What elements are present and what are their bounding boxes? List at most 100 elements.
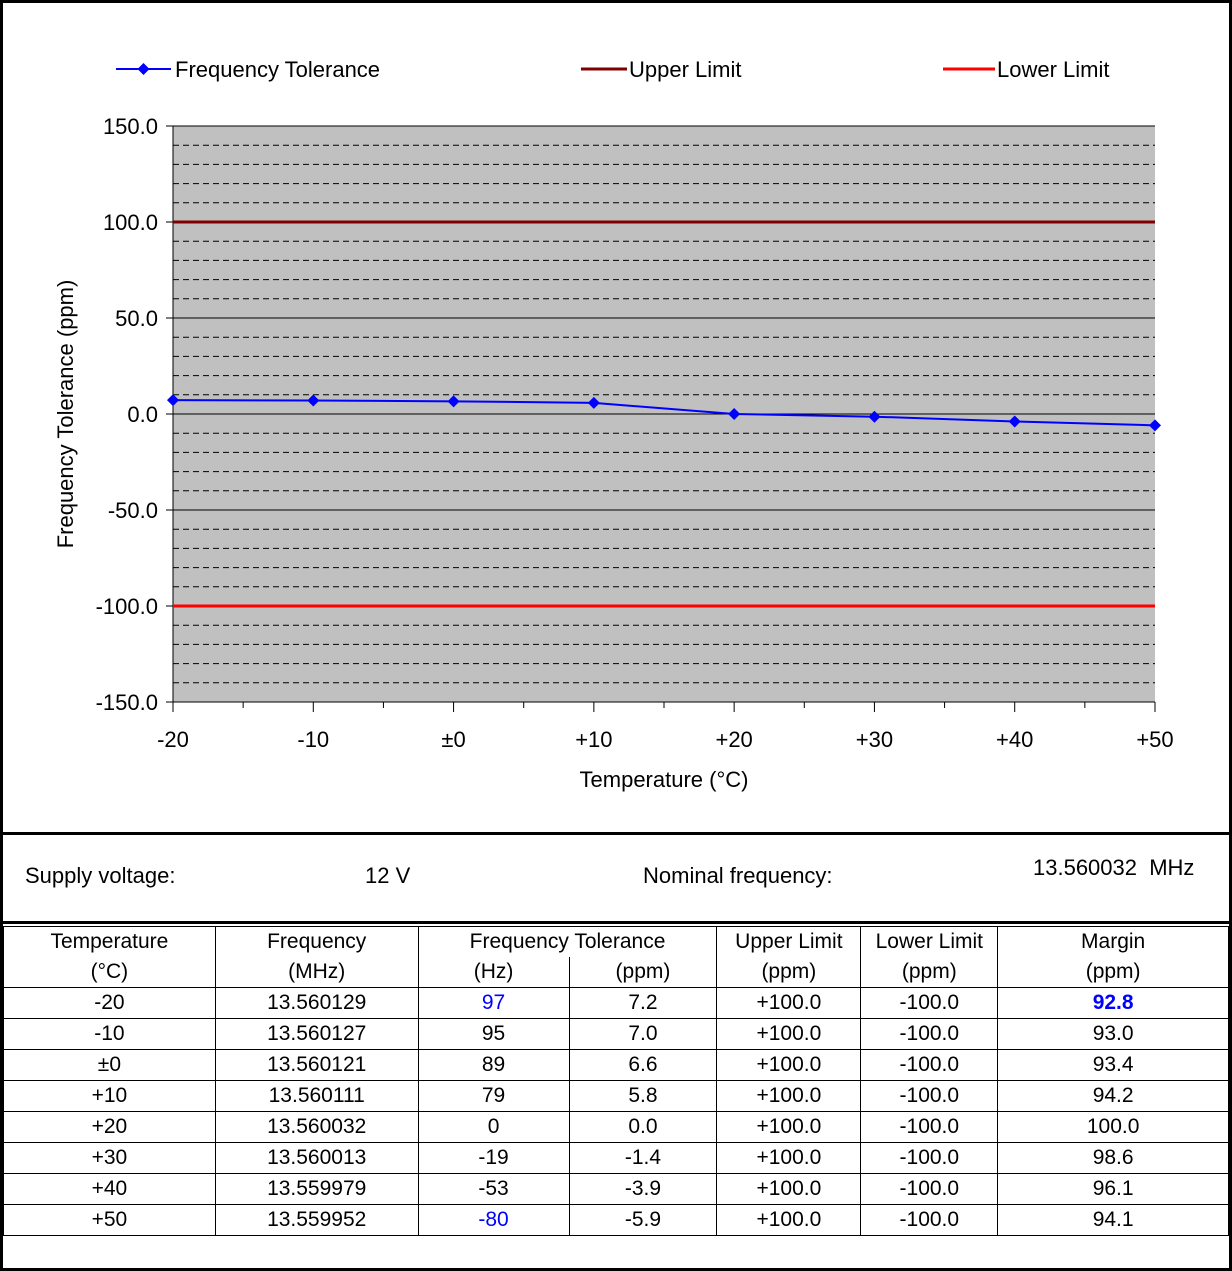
data-point-marker	[868, 410, 881, 423]
y-tick-label: 50.0	[115, 306, 158, 331]
cell-tolerance-hz: 95	[417, 1018, 570, 1050]
cell-lower-limit: -100.0	[860, 1111, 999, 1143]
legend-frequency-tolerance: Frequency Tolerance	[116, 57, 380, 82]
cell-tolerance-ppm: 7.0	[568, 1018, 718, 1050]
data-point-marker	[447, 395, 460, 408]
cell-upper-limit: +100.0	[716, 987, 862, 1019]
col-header-margin: Margin	[997, 926, 1229, 957]
data-point-marker	[1149, 419, 1161, 432]
cell-lower-limit: -100.0	[860, 1080, 999, 1112]
table-row: +50 13.559952 -80 -5.9 +100.0 -100.0 94.1	[3, 1204, 1229, 1236]
cell-margin: 96.1	[997, 1173, 1229, 1205]
supply-voltage-value: 12 V	[365, 863, 411, 888]
legend-label: Frequency Tolerance	[175, 57, 380, 82]
cell-frequency: 13.559979	[214, 1173, 419, 1205]
cell-temperature: +30	[3, 1142, 216, 1174]
x-tick-label: ±0	[441, 727, 465, 752]
unit-temperature: (°C)	[3, 957, 216, 988]
chart-legend: Frequency Tolerance Upper Limit Lower Limi…	[116, 57, 1109, 82]
cell-tolerance-ppm: -1.4	[568, 1142, 718, 1174]
unit-tolerance-ppm: (ppm)	[568, 957, 718, 988]
legend-marker	[137, 63, 150, 75]
data-point-marker	[728, 408, 741, 420]
cell-tolerance-hz: -53	[417, 1173, 570, 1205]
cell-tolerance-hz: 79	[417, 1080, 570, 1112]
data-point-marker	[167, 394, 179, 407]
cell-margin: 94.1	[997, 1204, 1229, 1236]
col-header-upper-limit: Upper Limit	[716, 926, 862, 957]
cell-upper-limit: +100.0	[716, 1018, 862, 1050]
tolerance-chart: Frequency Tolerance Upper Limit Lower Limi…	[53, 57, 1174, 792]
cell-lower-limit: -100.0	[860, 1142, 999, 1174]
data-point-marker	[1008, 415, 1021, 428]
cell-frequency: 13.559952	[214, 1204, 419, 1236]
cell-frequency: 13.560013	[214, 1142, 419, 1174]
cell-tolerance-ppm: 6.6	[568, 1049, 718, 1081]
table-row: +30 13.560013 -19 -1.4 +100.0 -100.0 98.6	[3, 1142, 1229, 1174]
cell-frequency: 13.560129	[214, 987, 419, 1019]
cell-upper-limit: +100.0	[716, 1173, 862, 1205]
legend-label: Lower Limit	[997, 57, 1109, 82]
cell-margin: 92.8	[997, 987, 1229, 1019]
col-header-lower-limit: Lower Limit	[860, 926, 999, 957]
cell-lower-limit: -100.0	[860, 987, 999, 1019]
divider-info-table	[3, 921, 1229, 924]
cell-tolerance-hz: -19	[417, 1142, 570, 1174]
x-tick-label: -20	[157, 727, 189, 752]
unit-upper-limit: (ppm)	[716, 957, 862, 988]
legend-label: Upper Limit	[629, 57, 741, 82]
y-tick-label: -150.0	[96, 690, 158, 715]
cell-temperature: ±0	[3, 1049, 216, 1081]
cell-upper-limit: +100.0	[716, 1142, 862, 1174]
table-row: ±0 13.560121 89 6.6 +100.0 -100.0 93.4	[3, 1049, 1229, 1081]
cell-tolerance-hz: 97	[417, 987, 570, 1019]
y-tick-label: -50.0	[108, 498, 158, 523]
cell-margin: 94.2	[997, 1080, 1229, 1112]
y-tick-label: 0.0	[127, 402, 158, 427]
legend-lower-limit: Lower Limit	[943, 57, 1109, 82]
col-header-frequency-tolerance: Frequency Tolerance	[417, 926, 718, 957]
cell-upper-limit: +100.0	[716, 1049, 862, 1081]
table-header-row: Temperature Frequency Frequency Tolerance U…	[3, 926, 1229, 957]
unit-tolerance-hz: (Hz)	[417, 957, 570, 988]
x-tick-label: +50	[1136, 727, 1173, 752]
data-point-marker	[587, 396, 600, 409]
cell-margin: 93.4	[997, 1049, 1229, 1081]
x-axis-title: Temperature (°C)	[580, 767, 749, 792]
cell-frequency: 13.560032	[214, 1111, 419, 1143]
cell-temperature: +20	[3, 1111, 216, 1143]
cell-tolerance-ppm: -3.9	[568, 1173, 718, 1205]
cell-lower-limit: -100.0	[860, 1173, 999, 1205]
cell-tolerance-hz: -80	[417, 1204, 570, 1236]
y-tick-label: 150.0	[103, 114, 158, 139]
table-row: +20 13.560032 0 0.0 +100.0 -100.0 100.0	[3, 1111, 1229, 1143]
nominal-frequency-label: Nominal frequency:	[643, 863, 833, 888]
legend-upper-limit: Upper Limit	[581, 57, 741, 82]
cell-tolerance-hz: 0	[417, 1111, 570, 1143]
series-layer	[167, 220, 1161, 608]
table-row: -20 13.560129 97 7.2 +100.0 -100.0 92.8	[3, 987, 1229, 1019]
cell-lower-limit: -100.0	[860, 1204, 999, 1236]
table-row: +40 13.559979 -53 -3.9 +100.0 -100.0 96.1	[3, 1173, 1229, 1205]
cell-tolerance-ppm: 5.8	[568, 1080, 718, 1112]
y-axis-title: Frequency Tolerance (ppm)	[53, 280, 78, 549]
frequency-tolerance-line	[172, 399, 1156, 427]
cell-frequency: 13.560121	[214, 1049, 419, 1081]
divider-chart-info	[3, 832, 1229, 835]
table-row: +10 13.560111 79 5.8 +100.0 -100.0 94.2	[3, 1080, 1229, 1112]
col-header-temperature: Temperature	[3, 926, 216, 957]
cell-tolerance-ppm: 7.2	[568, 987, 718, 1019]
x-tick-label: -10	[297, 727, 329, 752]
cell-tolerance-ppm: -5.9	[568, 1204, 718, 1236]
y-tick-label: -100.0	[96, 594, 158, 619]
data-point-marker	[307, 394, 320, 407]
x-tick-label: +30	[856, 727, 893, 752]
info-row: Supply voltage: 12 V Nominal frequency: …	[3, 835, 1229, 921]
cell-temperature: +40	[3, 1173, 216, 1205]
cell-frequency: 13.560127	[214, 1018, 419, 1050]
x-tick-label: +40	[996, 727, 1033, 752]
nominal-frequency-value: 13.560032 MHz	[1033, 855, 1195, 880]
cell-upper-limit: +100.0	[716, 1111, 862, 1143]
col-header-frequency: Frequency	[214, 926, 419, 957]
